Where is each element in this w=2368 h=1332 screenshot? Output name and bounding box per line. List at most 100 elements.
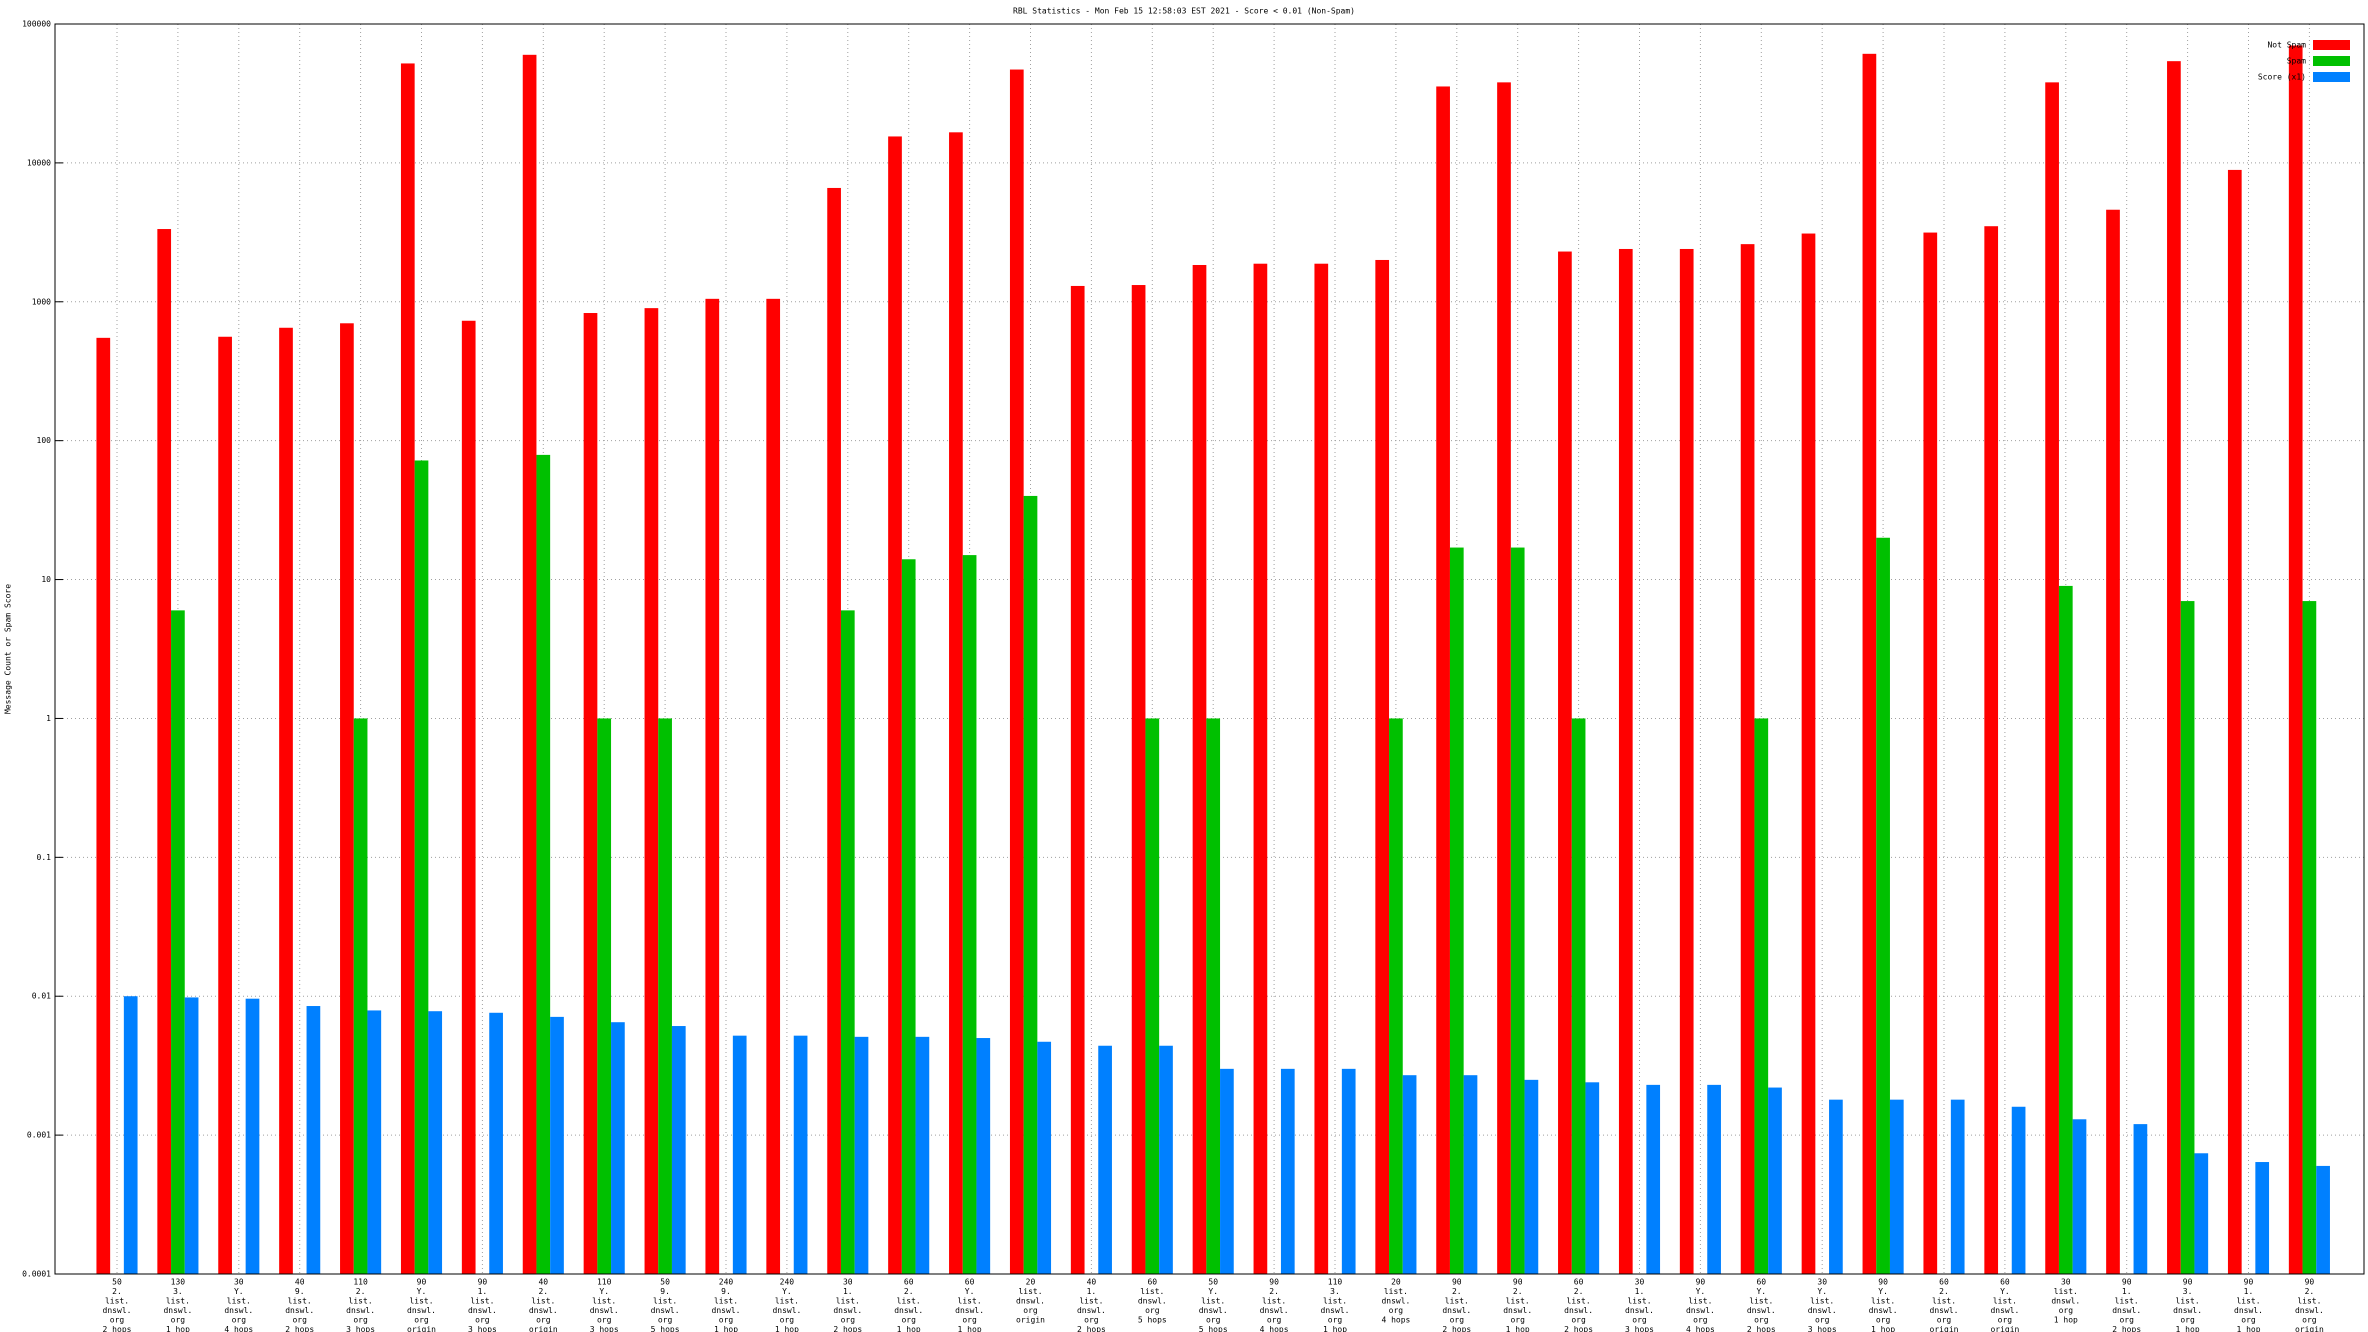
x-tick-label: list.	[592, 1297, 616, 1306]
x-tick-label: list.	[1627, 1297, 1651, 1306]
legend-label: Score (x1)	[2258, 73, 2306, 82]
bar	[1402, 1075, 1417, 1274]
bar	[1740, 244, 1755, 1275]
x-tick-label: 4 hops	[224, 1325, 253, 1332]
x-tick-label: dnswl.	[346, 1306, 375, 1315]
x-tick-label: dnswl.	[224, 1306, 253, 1315]
x-tick-label: org	[1815, 1316, 1830, 1325]
x-tick-label: dnswl.	[590, 1306, 619, 1315]
bar	[184, 997, 199, 1274]
y-tick-label: 1000	[32, 297, 51, 306]
x-tick-label: 60	[904, 1278, 914, 1287]
y-tick-label: 0.1	[37, 853, 52, 862]
bar	[414, 460, 429, 1275]
x-tick-label: list.	[166, 1297, 190, 1306]
x-tick-label: 9.	[295, 1287, 305, 1296]
bar	[766, 298, 781, 1274]
x-tick-label: list.	[1567, 1297, 1591, 1306]
x-tick-label: 90	[1696, 1278, 1706, 1287]
x-tick-label: list.	[2236, 1297, 2260, 1306]
x-tick-label: 2.	[2305, 1287, 2315, 1296]
x-tick-label: origin	[407, 1325, 436, 1332]
bar	[1145, 718, 1160, 1274]
x-tick-label: 2 hops	[285, 1325, 314, 1332]
x-tick-label: list.	[1871, 1297, 1895, 1306]
x-tick-label: dnswl.	[651, 1306, 680, 1315]
x-tick-label: Y.	[782, 1287, 792, 1296]
x-tick-label: 20	[1026, 1278, 1036, 1287]
x-tick-label: org	[475, 1316, 490, 1325]
x-tick-label: list.	[470, 1297, 494, 1306]
x-tick-label: list.	[349, 1297, 373, 1306]
x-tick-label: dnswl.	[2112, 1306, 2141, 1315]
x-tick-label: dnswl.	[529, 1306, 558, 1315]
legend-label: Not Spam	[2267, 41, 2306, 50]
x-tick-label: 2 hops	[2112, 1325, 2141, 1332]
bar	[1571, 718, 1586, 1274]
x-tick-label: 3 hops	[1625, 1325, 1654, 1332]
x-tick-label: org	[1998, 1316, 2013, 1325]
x-tick-label: 5 hops	[1138, 1316, 1167, 1325]
x-tick-label: org	[292, 1316, 307, 1325]
x-tick-label: list.	[2115, 1297, 2139, 1306]
bar	[671, 1026, 686, 1274]
x-tick-label: dnswl.	[1869, 1306, 1898, 1315]
bar	[1618, 248, 1633, 1274]
bar	[1646, 1084, 1661, 1274]
x-tick-label: Y.	[965, 1287, 975, 1296]
x-tick-label: 90	[478, 1278, 488, 1287]
bar	[1585, 1082, 1600, 1274]
bar	[2316, 1165, 2330, 1274]
x-tick-label: 90	[1878, 1278, 1888, 1287]
x-tick-label: org	[841, 1316, 856, 1325]
x-tick-label: 3 hops	[346, 1325, 375, 1332]
x-tick-label: org	[1267, 1316, 1282, 1325]
x-tick-label: Y.	[1878, 1287, 1888, 1296]
x-tick-label: org	[1510, 1316, 1525, 1325]
bar	[123, 996, 138, 1274]
y-tick-label: 0.0001	[22, 1270, 51, 1279]
bar	[2058, 585, 2073, 1274]
bar	[976, 1038, 991, 1274]
bar	[2194, 1153, 2209, 1274]
bar	[644, 308, 659, 1274]
bar	[1220, 1068, 1234, 1274]
bar	[888, 136, 902, 1274]
x-tick-label: dnswl.	[1930, 1306, 1959, 1315]
x-tick-label: list.	[958, 1297, 982, 1306]
x-tick-label: org	[1450, 1316, 1465, 1325]
bar	[597, 718, 612, 1274]
x-tick-label: 1 hop	[775, 1325, 799, 1332]
x-tick-label: 110	[353, 1278, 368, 1287]
bar	[2255, 1162, 2270, 1274]
bar	[1558, 251, 1572, 1275]
bar	[96, 337, 111, 1274]
y-tick-label: 10	[41, 575, 51, 584]
y-tick-label: 1	[46, 714, 51, 723]
x-tick-label: 40	[538, 1278, 548, 1287]
x-tick-label: 3 hops	[1808, 1325, 1837, 1332]
bar	[1923, 232, 1938, 1274]
x-tick-label: org	[2059, 1306, 2074, 1315]
x-tick-label: org	[171, 1316, 186, 1325]
x-tick-label: 1 hop	[166, 1325, 190, 1332]
x-tick-label: 40	[1087, 1278, 1097, 1287]
bar	[611, 1022, 625, 1274]
x-tick-label: dnswl.	[1016, 1297, 1045, 1306]
bar	[367, 1010, 382, 1274]
x-tick-label: 2 hops	[1747, 1325, 1776, 1332]
bar	[1707, 1084, 1721, 1274]
bar	[1524, 1079, 1539, 1274]
x-tick-label: org	[536, 1316, 551, 1325]
x-tick-label: org	[780, 1316, 795, 1325]
x-tick-label: list.	[714, 1297, 738, 1306]
x-tick-label: list.	[1688, 1297, 1712, 1306]
x-tick-label: org	[414, 1316, 429, 1325]
bar	[245, 998, 260, 1274]
bar	[1436, 86, 1450, 1275]
x-tick-label: dnswl.	[833, 1306, 862, 1315]
x-tick-label: 90	[1269, 1278, 1279, 1287]
x-tick-label: org	[719, 1316, 734, 1325]
bar	[489, 1012, 503, 1274]
